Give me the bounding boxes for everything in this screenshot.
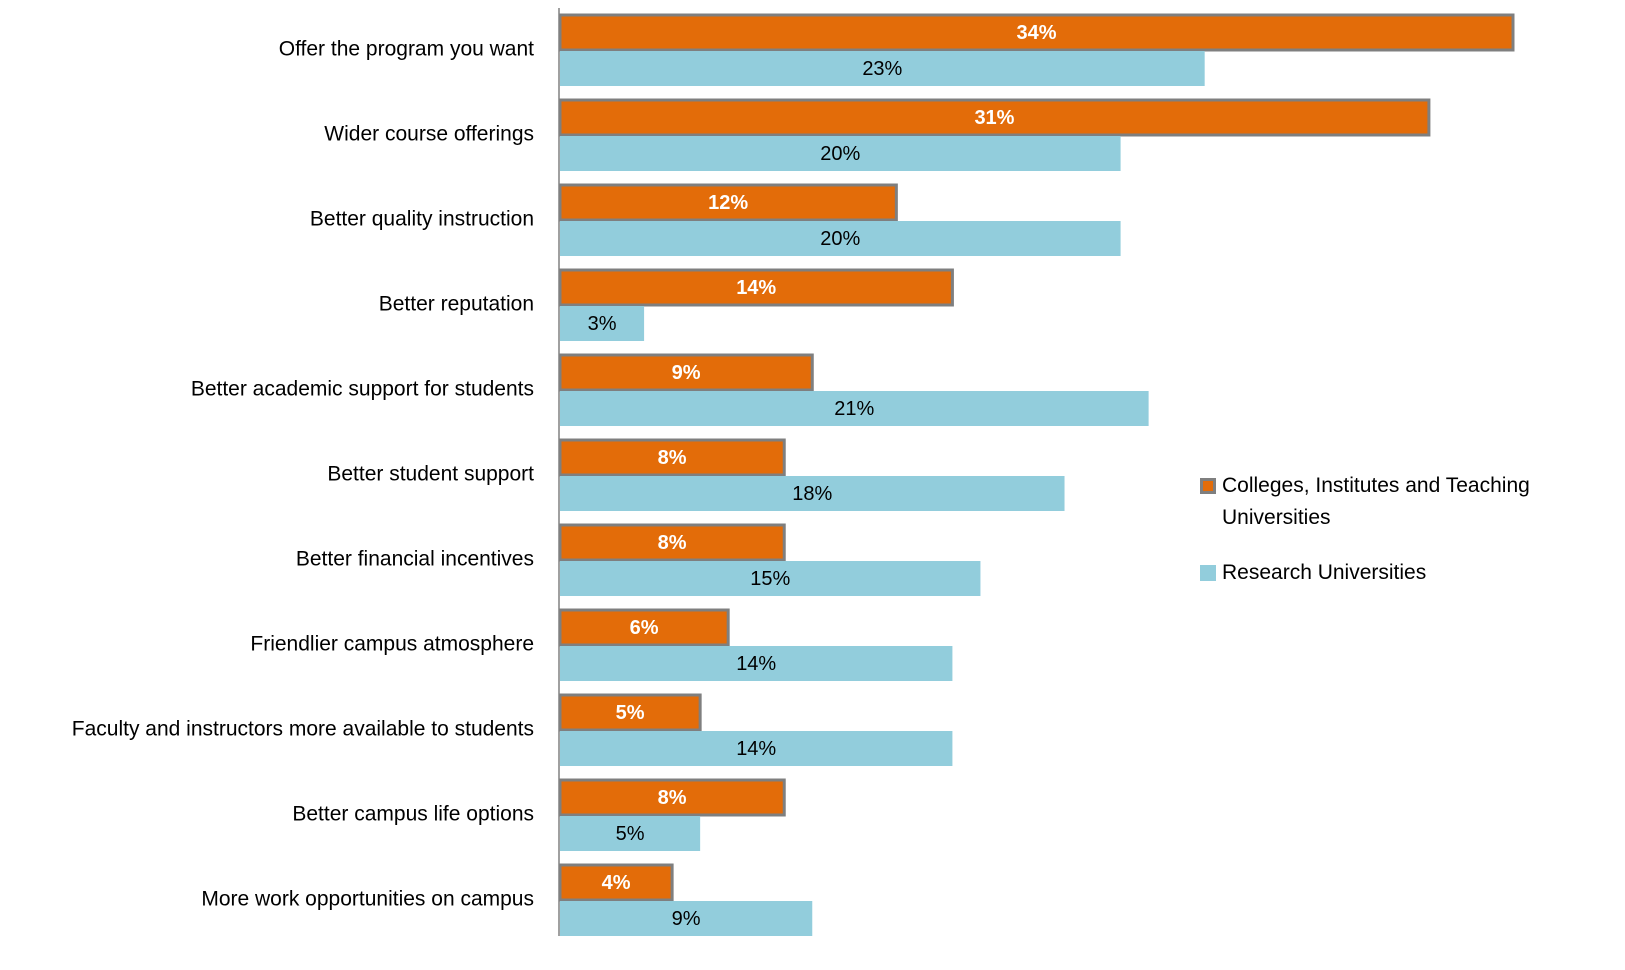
- bar: [558, 778, 786, 817]
- category-label: Better quality instruction: [310, 208, 534, 231]
- category-label: Offer the program you want: [279, 38, 534, 61]
- legend-label: Research Universities: [1222, 561, 1427, 584]
- data-label: 8%: [658, 787, 687, 809]
- legend-swatch: [1200, 478, 1216, 494]
- bar: [558, 863, 674, 902]
- data-label: 6%: [630, 617, 659, 639]
- category-label: More work opportunities on campus: [201, 888, 534, 911]
- category-label: Better financial incentives: [296, 548, 534, 571]
- data-label: 4%: [602, 872, 631, 894]
- bar: [560, 476, 1065, 511]
- bar: [558, 353, 814, 392]
- bar: [558, 693, 702, 732]
- data-label: 34%: [1016, 22, 1056, 44]
- data-label: 5%: [616, 823, 645, 845]
- data-label: 14%: [736, 738, 776, 760]
- data-label: 31%: [974, 107, 1014, 129]
- data-label: 21%: [834, 398, 874, 420]
- bar: [560, 731, 953, 766]
- data-label: 3%: [588, 313, 617, 335]
- bar: [560, 901, 813, 936]
- bar: [560, 391, 1149, 426]
- data-label: 20%: [820, 143, 860, 165]
- bar: [560, 561, 981, 596]
- category-label: Better reputation: [379, 293, 534, 316]
- bar: [558, 523, 786, 562]
- legend-swatch: [1200, 565, 1216, 581]
- data-label: 15%: [750, 568, 790, 590]
- data-label: 14%: [736, 277, 776, 299]
- data-label: 12%: [708, 192, 748, 214]
- data-label: 23%: [862, 58, 902, 80]
- category-label: Better academic support for students: [191, 378, 534, 401]
- data-label: 8%: [658, 532, 687, 554]
- data-label: 5%: [616, 702, 645, 724]
- bar: [558, 268, 954, 307]
- legend-label: Colleges, Institutes and Teaching Univer…: [1222, 474, 1530, 529]
- data-label: 9%: [672, 362, 701, 384]
- data-label: 8%: [658, 447, 687, 469]
- legend-item: Research Universities: [1200, 557, 1620, 589]
- bar: [558, 98, 1431, 137]
- category-label: Wider course offerings: [324, 123, 534, 146]
- legend-item: Colleges, Institutes and Teaching Univer…: [1200, 470, 1620, 534]
- data-label: 20%: [820, 228, 860, 250]
- bar: [560, 646, 953, 681]
- bar: [560, 816, 701, 851]
- category-label: Friendlier campus atmosphere: [250, 633, 534, 656]
- bar: [558, 183, 898, 222]
- data-label: 14%: [736, 653, 776, 675]
- bar: [560, 221, 1121, 256]
- bar: [558, 438, 786, 477]
- bar: [560, 306, 645, 341]
- bar: [558, 13, 1515, 52]
- bar: [560, 136, 1121, 171]
- data-label: 9%: [672, 908, 701, 930]
- category-label: Better student support: [327, 463, 534, 486]
- bar: [560, 51, 1205, 86]
- category-label: Faculty and instructors more available t…: [72, 718, 534, 741]
- data-label: 18%: [792, 483, 832, 505]
- category-label: Better campus life options: [292, 803, 534, 826]
- bar: [558, 608, 730, 647]
